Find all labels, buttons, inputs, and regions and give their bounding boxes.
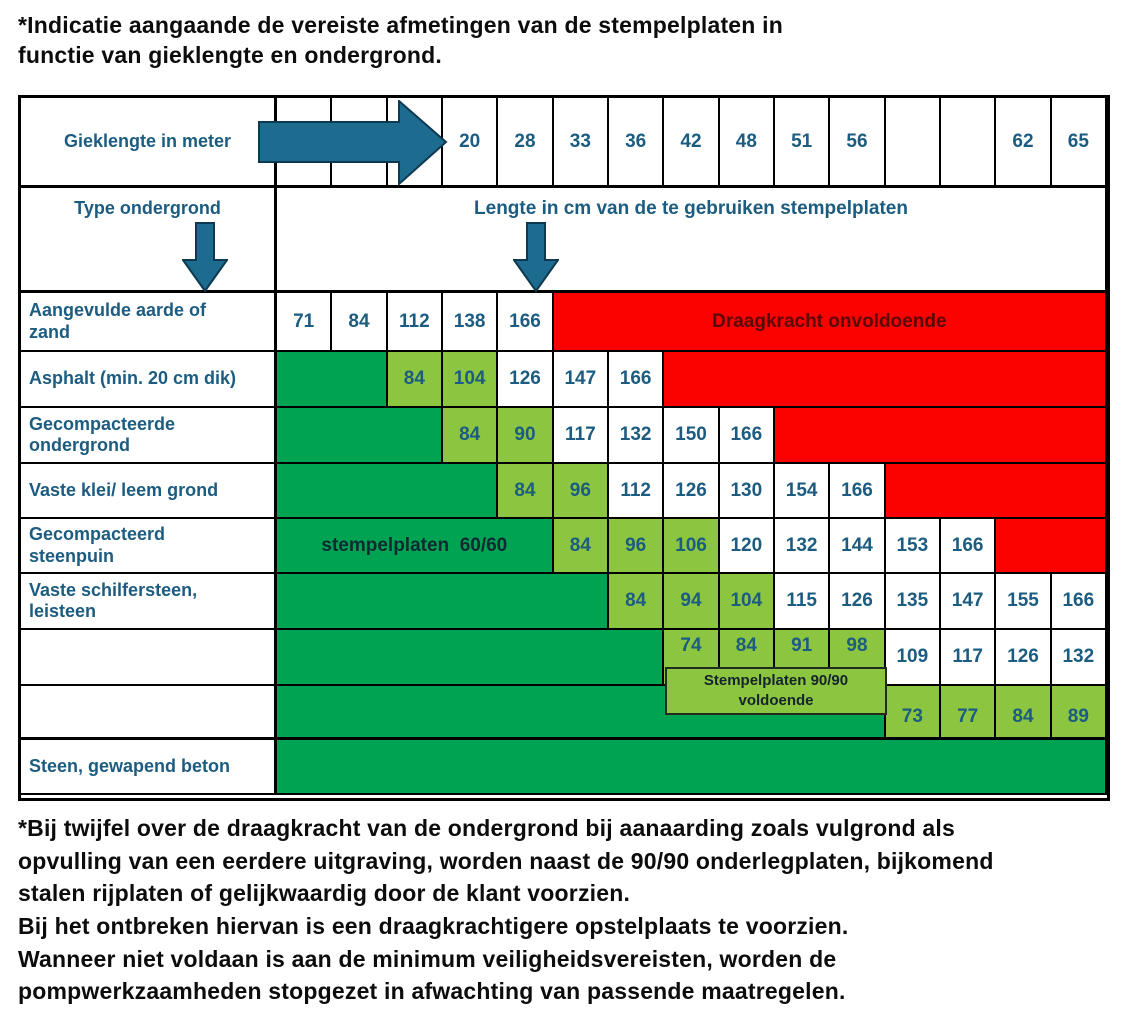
value-cell-r6-c9: 155 (996, 574, 1052, 630)
header-gieklengte-col-8: 42 (664, 98, 720, 188)
row-label-6: Vaste schilfersteen, leisteen (21, 574, 277, 630)
row-label-7 (21, 630, 277, 686)
value-cell-r1-c2: 84 (332, 293, 388, 352)
value-cell-r6-c2: 84 (608, 574, 665, 630)
value-cell-r5-c8: 153 (885, 519, 941, 574)
value-cell-r4-c4: 112 (608, 464, 665, 519)
value-cell-r5-c5: 120 (719, 519, 775, 574)
value-cell-r2-c6: 166 (608, 352, 665, 408)
value-cell-r4-c7: 154 (774, 464, 831, 519)
gieklengte-right-arrow-icon (258, 100, 448, 185)
row-label-9: Steen, gewapend beton (21, 740, 277, 795)
value-cell-r2-c7 (664, 352, 1107, 408)
header-gieklengte-col-9: 48 (719, 98, 775, 188)
stempelplaten-90-90-note: Stempelplaten 90/90 voldoende (665, 667, 887, 715)
value-cell-r6-c7: 135 (885, 574, 941, 630)
stempelplaten-table: Stempelplaten 90/90 voldoende Gieklengte… (18, 95, 1110, 801)
header-type-ondergrond-label: Type ondergrond (21, 188, 277, 293)
value-cell-r3-c4: 117 (553, 408, 609, 464)
value-cell-r7-c8: 126 (996, 630, 1052, 686)
value-cell-r5-c1: stempelplaten 60/60 (277, 519, 554, 574)
value-cell-r6-c6: 126 (830, 574, 886, 630)
value-cell-r3-c2: 84 (442, 408, 499, 464)
value-cell-r3-c6: 150 (664, 408, 720, 464)
footnote-text: *Bij twijfel over de draagkracht van de … (18, 815, 994, 1005)
header-gieklengte-col-6: 33 (553, 98, 609, 188)
value-cell-r7-c7: 117 (940, 630, 997, 686)
value-cell-r1-c1: 71 (277, 293, 333, 352)
header-gieklengte-col-15: 65 (1051, 98, 1107, 188)
row-label-4: Vaste klei/ leem grond (21, 464, 277, 519)
value-cell-r3-c3: 90 (498, 408, 554, 464)
page-title: *Indicatie aangaande de vereiste afmetin… (18, 12, 783, 69)
value-cell-r4-c6: 130 (719, 464, 775, 519)
value-cell-r2-c3: 104 (442, 352, 499, 408)
value-cell-r4-c1 (277, 464, 499, 519)
value-cell-r1-c6: Draagkracht onvoldoende (553, 293, 1107, 352)
header-gieklengte-col-10: 51 (774, 98, 831, 188)
header-gieklengte-col-11: 56 (830, 98, 886, 188)
value-cell-r5-c9: 166 (940, 519, 997, 574)
value-cell-r7-c9: 132 (1051, 630, 1107, 686)
value-cell-r8-c2: 73 (885, 686, 941, 740)
value-cell-r5-c4: 106 (664, 519, 720, 574)
value-cell-r4-c9 (885, 464, 1107, 519)
value-cell-r6-c5: 115 (774, 574, 831, 630)
header-gieklengte-col-13 (940, 98, 997, 188)
header-gieklengte-col-4: 20 (442, 98, 499, 188)
value-cell-r1-c5: 166 (498, 293, 554, 352)
value-cell-r5-c2: 84 (553, 519, 609, 574)
value-cell-r5-c10 (996, 519, 1107, 574)
value-cell-r8-c3: 77 (940, 686, 997, 740)
type-ondergrond-down-arrow-icon (182, 222, 228, 292)
header-gieklengte-col-7: 36 (608, 98, 665, 188)
row-label-1: Aangevulde aarde of zand (21, 293, 277, 352)
row-label-8 (21, 686, 277, 740)
header-lengte-in-cm-label: Lengte in cm van de te gebruiken stempel… (277, 188, 1107, 293)
value-cell-r3-c7: 166 (719, 408, 775, 464)
value-cell-r4-c5: 126 (664, 464, 720, 519)
value-cell-r3-c1 (277, 408, 443, 464)
value-cell-r1-c3: 112 (387, 293, 443, 352)
value-cell-r8-c4: 84 (996, 686, 1052, 740)
value-cell-r6-c8: 147 (940, 574, 997, 630)
value-cell-r2-c4: 126 (498, 352, 554, 408)
header-gieklengte-col-14: 62 (996, 98, 1052, 188)
value-cell-r5-c3: 96 (608, 519, 665, 574)
header-gieklengte-label: Gieklengte in meter (21, 98, 277, 188)
value-cell-r7-c6: 109 (885, 630, 941, 686)
value-cell-r2-c2: 84 (387, 352, 443, 408)
row-label-5: Gecompacteerd steenpuin (21, 519, 277, 574)
value-cell-r3-c8 (774, 408, 1107, 464)
value-cell-r3-c5: 132 (608, 408, 665, 464)
value-cell-r4-c2: 84 (498, 464, 554, 519)
value-cell-r6-c10: 166 (1051, 574, 1107, 630)
value-cell-r1-c4: 138 (442, 293, 499, 352)
value-cell-r6-c4: 104 (719, 574, 775, 630)
value-cell-r9-c1 (277, 740, 1107, 795)
header-gieklengte-col-5: 28 (498, 98, 554, 188)
row-label-2: Asphalt (min. 20 cm dik) (21, 352, 277, 408)
value-cell-r2-c5: 147 (553, 352, 609, 408)
header-gieklengte-col-12 (885, 98, 941, 188)
value-cell-r5-c7: 144 (830, 519, 886, 574)
value-cell-r4-c8: 166 (830, 464, 886, 519)
value-cell-r7-c1 (277, 630, 665, 686)
value-cell-r2-c1 (277, 352, 388, 408)
value-cell-r4-c3: 96 (553, 464, 609, 519)
value-cell-r6-c3: 94 (664, 574, 720, 630)
lengte-down-arrow-icon (513, 222, 559, 292)
value-cell-r8-c5: 89 (1051, 686, 1107, 740)
value-cell-r5-c6: 132 (774, 519, 831, 574)
row-label-3: Gecompacteerde ondergrond (21, 408, 277, 464)
value-cell-r6-c1 (277, 574, 609, 630)
